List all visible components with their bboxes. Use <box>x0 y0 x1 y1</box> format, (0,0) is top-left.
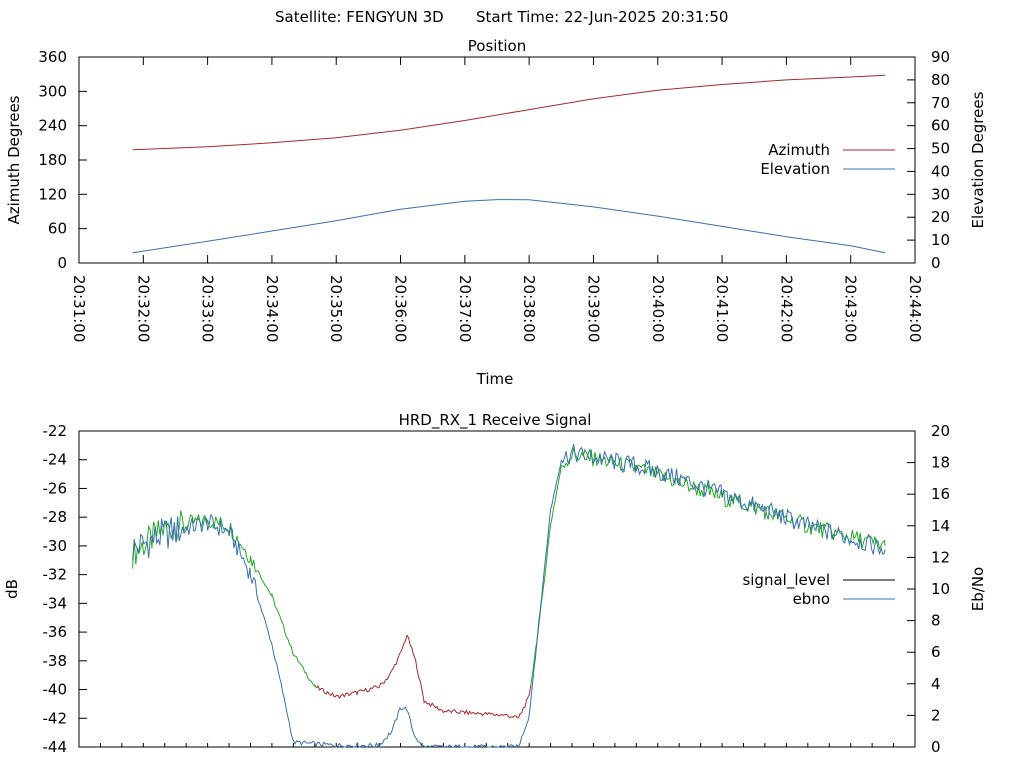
x-ticks: 20:31:00 20:32:00 20:33:00 20:34:00 20:35:00… <box>70 57 924 342</box>
y-tick-label: 240 <box>38 117 67 135</box>
y-tick-label: -38 <box>43 652 68 670</box>
y2-axis-label: Elevation Degrees <box>969 91 987 228</box>
x-tick-label: 20:43:00 <box>842 275 860 342</box>
y2-tick-label: 16 <box>931 485 950 503</box>
series-line-elevation <box>132 199 886 254</box>
y-axis-label: dB <box>3 579 21 599</box>
y2-tick-label: 70 <box>931 94 950 112</box>
legend-label: Azimuth <box>768 141 830 159</box>
y2-tick-label: 14 <box>931 517 950 535</box>
y-tick-label: -24 <box>43 451 68 469</box>
series-lines <box>132 443 886 748</box>
y2-tick-label: 60 <box>931 117 950 135</box>
y2-tick-label: 20 <box>931 208 950 226</box>
y2-tick-label: 8 <box>931 612 941 630</box>
x-tick-label: 20:35:00 <box>327 275 345 342</box>
y-axis-label: Azimuth Degrees <box>5 95 23 224</box>
x-ticks <box>78 743 916 747</box>
y-tick-label: 0 <box>57 254 67 272</box>
y2-tick-label: 30 <box>931 185 950 203</box>
x-tick-label: 20:41:00 <box>713 275 731 342</box>
chart-title: Position <box>468 37 526 55</box>
y-tick-label: -44 <box>43 738 68 756</box>
y2-tick-label: 0 <box>931 738 941 756</box>
y2-tick-label: 10 <box>931 580 950 598</box>
series-line-signal-level <box>132 510 317 689</box>
x-tick-label: 20:32:00 <box>134 275 152 342</box>
plot-frame <box>78 430 916 748</box>
y-tick-label: -28 <box>43 508 68 526</box>
y2-tick-label: 18 <box>931 454 950 472</box>
series-lines <box>132 74 886 254</box>
series-line-ebno <box>132 443 886 748</box>
x-tick-label: 20:44:00 <box>906 275 924 342</box>
x-tick-label: 20:40:00 <box>649 275 667 342</box>
x-tick-label: 20:38:00 <box>520 275 538 342</box>
y2-tick-label: 12 <box>931 548 950 566</box>
y-ticks: 0 60 120 180 240 300 360 <box>38 48 87 272</box>
position-chart: Position Azimuth Degrees Elevation Degre… <box>5 37 987 388</box>
x-tick-label: 20:33:00 <box>199 275 217 342</box>
y-tick-label: -26 <box>43 479 68 497</box>
receive-signal-chart: HRD_RX_1 Receive Signal dB Eb/No -22-24-… <box>3 411 987 756</box>
y-tick-label: 60 <box>48 220 67 238</box>
y-ticks: -22 -24 -26 -28 -30 -32 -34 -36 -38 -40 -42 -44 <box>43 422 87 756</box>
y-tick-label: -40 <box>43 681 68 699</box>
header-satellite: Satellite: FENGYUN 3D <box>275 8 444 26</box>
y-tick-label: -32 <box>43 566 68 584</box>
y2-tick-label: 4 <box>931 675 941 693</box>
y2-tick-label: 50 <box>931 140 950 158</box>
x-tick-label: 20:37:00 <box>456 275 474 342</box>
y-tick-label: -42 <box>43 709 68 727</box>
y-tick-label: 360 <box>38 48 67 66</box>
x-tick-label: 20:34:00 <box>263 275 281 342</box>
header-start-time: Start Time: 22-Jun-2025 20:31:50 <box>476 8 728 26</box>
y2-tick-label: 6 <box>931 643 941 661</box>
y2-tick-label: 90 <box>931 48 950 66</box>
x-tick-label: 20:36:00 <box>392 275 410 342</box>
y2-tick-label: 0 <box>931 254 941 272</box>
series-line-azimuth <box>132 74 886 151</box>
y2-axis-label: Eb/No <box>969 567 987 611</box>
y2-ticks: 0 2 4 6 8 10 12 14 16 18 20 <box>907 422 950 756</box>
y2-tick-label: 20 <box>931 422 950 440</box>
y-tick-label: -36 <box>43 623 68 641</box>
legend-label: signal_level <box>742 571 830 590</box>
y-tick-label: 180 <box>38 151 67 169</box>
y2-tick-label: 10 <box>931 231 950 249</box>
x-tick-label: 20:39:00 <box>584 275 602 342</box>
y-tick-label: 120 <box>38 185 67 203</box>
chart-title: HRD_RX_1 Receive Signal <box>399 411 592 430</box>
y-tick-label: -34 <box>43 594 68 612</box>
legend-label: ebno <box>793 590 830 608</box>
y2-ticks: 0 10 20 30 40 50 60 70 80 90 <box>907 48 950 272</box>
series-line-signal-level <box>316 634 532 719</box>
x-axis-label: Time <box>476 370 514 388</box>
x-tick-label: 20:31:00 <box>70 275 88 342</box>
y-tick-label: 300 <box>38 82 67 100</box>
y2-tick-label: 40 <box>931 162 950 180</box>
y-tick-label: -30 <box>43 537 68 555</box>
y2-tick-label: 80 <box>931 71 950 89</box>
y2-tick-label: 2 <box>931 706 941 724</box>
x-tick-label: 20:42:00 <box>777 275 795 342</box>
y-tick-label: -22 <box>43 422 68 440</box>
legend-label: Elevation <box>760 160 830 178</box>
